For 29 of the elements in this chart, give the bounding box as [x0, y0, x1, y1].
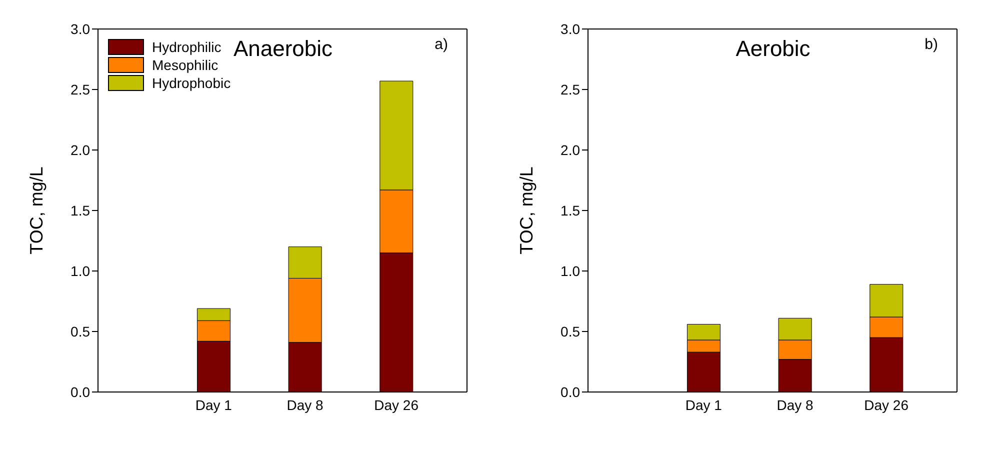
y-tick-label: 3.0	[70, 20, 90, 37]
y-tick-label: 0.0	[70, 384, 90, 400]
y-tick-label: 0.0	[560, 384, 580, 400]
annotation: b)	[924, 36, 938, 53]
legend-label: Mesophilic	[152, 57, 218, 73]
x-tick-label: Day 1	[685, 396, 722, 413]
x-tick-label: Day 26	[374, 396, 419, 413]
x-tick-label: Day 8	[776, 396, 814, 413]
chart-title: Anaerobic	[233, 36, 333, 62]
y-tick-label: 1.0	[560, 262, 580, 279]
y-axis-title: TOC, mg/L	[26, 166, 46, 254]
y-tick-label: 3.0	[560, 20, 580, 37]
y-tick-label: 1.5	[70, 202, 90, 218]
y-tick-label: 0.5	[560, 323, 580, 340]
y-axis-title: TOC, mg/L	[516, 166, 536, 254]
y-tick-label: 2.0	[70, 142, 90, 158]
x-tick-label: Day 1	[195, 396, 232, 413]
chart-title: Aerobic	[736, 36, 810, 62]
x-tick-label: Day 8	[286, 396, 324, 413]
y-tick-label: 2.0	[560, 142, 580, 158]
y-tick-label: 1.5	[560, 202, 580, 218]
annotation: a)	[434, 36, 448, 53]
x-tick-label: Day 26	[864, 396, 909, 413]
y-tick-label: 2.5	[70, 81, 90, 98]
legend-label: Hydrophilic	[152, 39, 222, 55]
legend-label: Hydrophobic	[152, 75, 231, 91]
y-tick-label: 1.0	[70, 262, 90, 279]
y-tick-label: 2.5	[560, 81, 580, 98]
y-tick-label: 0.5	[70, 323, 90, 340]
